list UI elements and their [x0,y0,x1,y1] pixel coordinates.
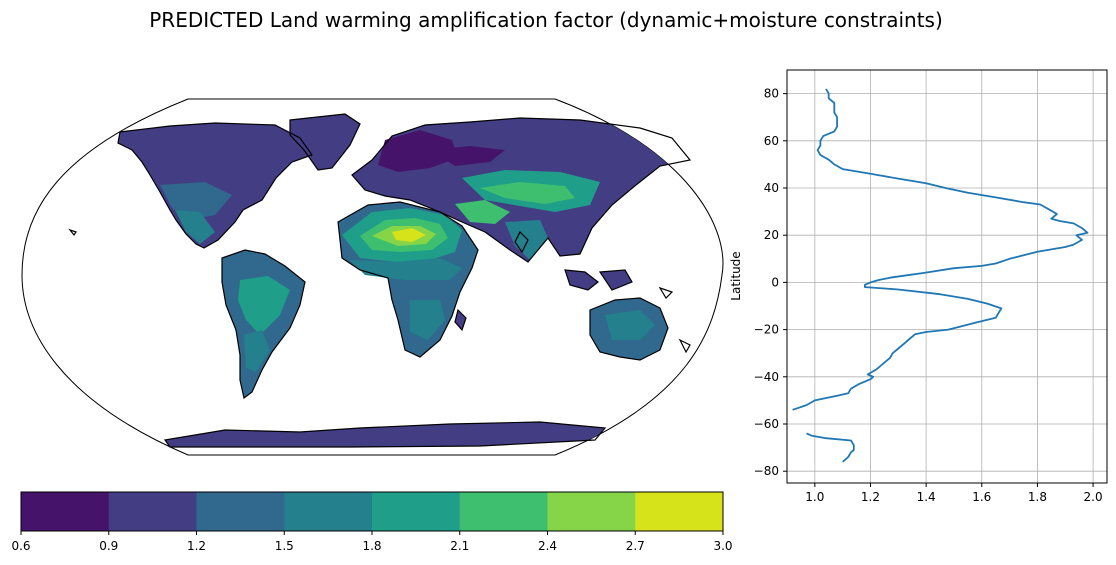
colorbar-tick-label: 1.8 [362,539,381,553]
colorbar-tick-label: 3.0 [713,539,732,553]
profile-ytick-label: 0 [771,275,779,289]
profile-ytick-label: 80 [764,87,779,101]
colorbar-tick-label: 2.1 [450,539,469,553]
colorbar-swatch-5 [459,492,548,531]
land-fill [118,114,690,447]
profile-ytick-label: 60 [764,134,779,148]
profile-xtick-label: 2.0 [1084,490,1103,504]
south-america-south-zone [244,330,270,372]
colorbar-swatch-4 [372,492,461,531]
europe-low-zone [378,130,458,172]
colorbar-swatch-7 [635,492,724,531]
arabia-zone [455,200,510,224]
colorbar-ticks: 0.6 0.9 1.2 1.5 1.8 2.1 2.4 2.7 3.0 [11,531,733,553]
colorbar-tick-label: 1.5 [275,539,294,553]
sahara-max-zone [392,228,426,242]
profile-ticks: 1.0 1.2 1.4 1.6 1.8 2.0 80 60 40 20 0 −20 −40 −60 −80 [754,87,1103,504]
mexico-zone [175,210,215,244]
profile-ytick-label: 40 [764,181,779,195]
colorbar-swatches [21,492,724,531]
profile-lines [792,88,1089,463]
profile-series-line-0 [792,88,1089,411]
profile-xtick-label: 1.2 [861,490,880,504]
profile-xtick-label: 1.0 [805,490,824,504]
colorbar-swatch-3 [284,492,373,531]
central-asia-core [480,182,575,204]
australia-core-zone [605,310,655,340]
colorbar-swatch-6 [547,492,636,531]
profile-ytick-label: 20 [764,228,779,242]
south-america-core-zone [238,276,290,335]
coastlines [68,113,692,448]
sahel-zone [350,258,462,280]
profile-ytick-label: −40 [754,370,779,384]
russia-low-zone [430,146,505,166]
colorbar-tick-label: 0.6 [11,539,30,553]
profile-axes-frame [786,69,1108,484]
colorbar-tick-label: 1.2 [187,539,206,553]
profile-xtick-label: 1.4 [917,490,936,504]
colorbar-swatch-2 [196,492,285,531]
greenland-land [290,114,360,170]
profile-ylabel: Latitude [729,251,743,300]
profile-xtick-label: 1.8 [1028,490,1047,504]
colorbar-tick-label: 0.9 [99,539,118,553]
antarctica-land [165,422,605,447]
profile-ytick-label: −80 [754,464,779,478]
profile-xtick-label: 1.6 [972,490,991,504]
profile-ytick-label: −20 [754,323,779,337]
south-africa-zone [410,300,445,340]
figure-title: PREDICTED Land warming amplification fac… [149,8,943,32]
profile-grid [787,70,1107,483]
profile-series-line-1 [806,432,855,463]
colorbar-tick-label: 2.7 [626,539,645,553]
north-america-land [118,123,312,248]
profile-ytick-label: −60 [754,417,779,431]
colorbar-swatch-0 [21,492,110,531]
colorbar-tick-label: 2.4 [538,539,557,553]
colorbar-swatch-1 [108,492,197,531]
